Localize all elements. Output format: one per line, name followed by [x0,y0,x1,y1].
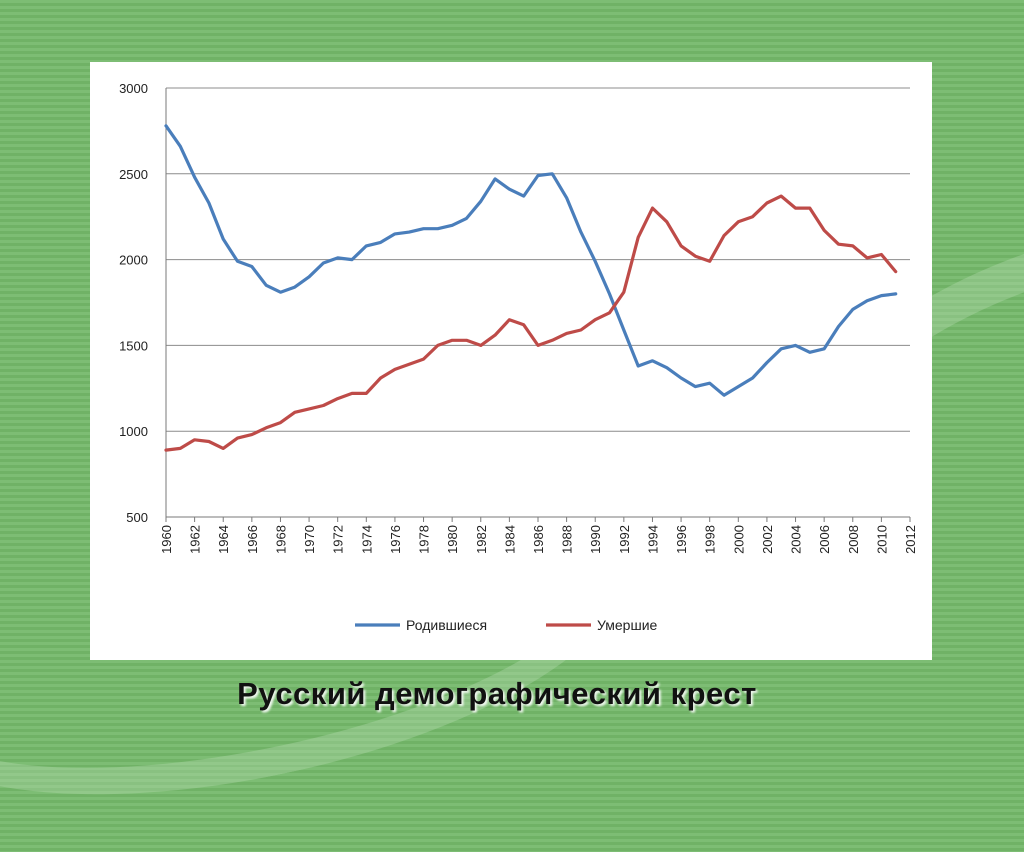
x-tick-label: 2000 [731,525,746,554]
series-line-deaths [164,194,898,452]
x-tick-label: 1964 [216,525,231,554]
x-tick-label: 1962 [188,525,203,554]
x-tick-label: 2004 [789,525,804,554]
x-tick-label: 2012 [903,525,918,554]
y-tick-label: 2500 [119,167,148,182]
x-tick-label: 1984 [502,525,517,554]
x-tick-label: 1978 [417,525,432,554]
line-chart: 500 1000 1500 2000 2500 3000 1960 1962 1964 1966 1… [119,81,918,633]
y-tick-label: 2000 [119,253,148,268]
x-tick-label: 1988 [560,525,575,554]
x-tick-label: 1982 [474,525,489,554]
x-tick-label: 2006 [817,525,832,554]
x-tick-label: 1990 [588,525,603,554]
x-tick-label: 1974 [359,525,374,554]
series-line-births [164,124,898,397]
x-tick-label: 1960 [159,525,174,554]
x-tick-label: 1996 [674,525,689,554]
chart-panel: 500 1000 1500 2000 2500 3000 1960 1962 1964 1966 1… [90,62,932,660]
slide-title: Русский демографический крест [237,676,757,711]
legend-label: Родившиеся [406,617,487,633]
x-tick-label: 1972 [331,525,346,554]
x-tick-label: 1976 [388,525,403,554]
x-tick-label: 2002 [760,525,775,554]
x-tick-label: 1998 [703,525,718,554]
legend-label: Умершие [597,617,658,633]
x-tick-label: 1968 [273,525,288,554]
y-tick-label: 3000 [119,81,148,96]
x-tick-label: 1986 [531,525,546,554]
x-tick-label: 1966 [245,525,260,554]
x-tick-label: 2008 [846,525,861,554]
y-tick-label: 500 [126,510,148,525]
x-tick-label: 1980 [445,525,460,554]
y-tick-label: 1000 [119,424,148,439]
x-tick-label: 1994 [645,525,660,554]
x-tick-label: 2010 [874,525,889,554]
y-tick-label: 1500 [119,338,148,353]
x-tick-label: 1992 [617,525,632,554]
x-tick-label: 1970 [302,525,317,554]
